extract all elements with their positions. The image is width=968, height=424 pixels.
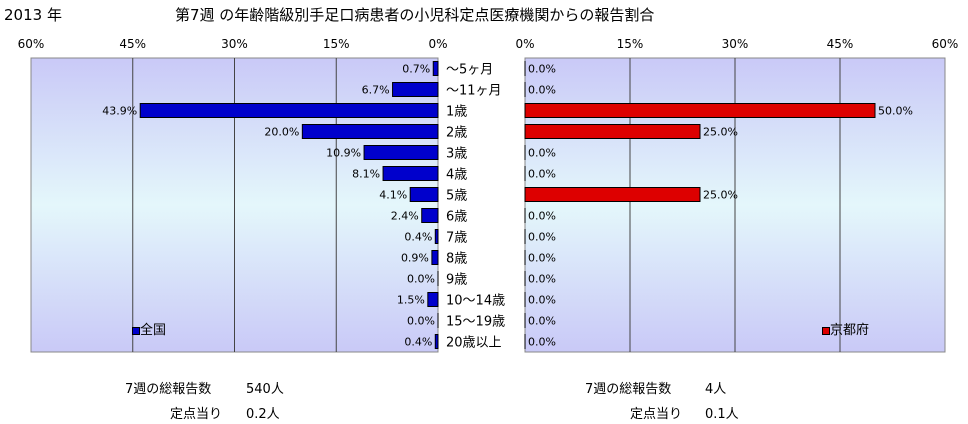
bar-label-kyoto: 0.0% — [528, 147, 556, 160]
category-label: 10～14歳 — [446, 294, 505, 309]
left-per-label: 定点当り — [170, 407, 223, 422]
bar-national — [432, 61, 439, 76]
bar-label-kyoto: 0.0% — [528, 231, 556, 244]
bar-label-kyoto: 0.0% — [528, 294, 556, 307]
bar-label-national: 43.9% — [102, 105, 137, 118]
bar-label-kyoto: 0.0% — [528, 252, 556, 265]
bar-label-national: 4.1% — [379, 189, 407, 202]
category-label: 15～19歳 — [446, 315, 505, 330]
right-total-label: 7週の総報告数 — [585, 382, 672, 397]
bar-label-kyoto: 0.0% — [528, 315, 556, 328]
left-total-value: 540人 — [246, 382, 284, 397]
right-panel: 0.0% 0.0% 50.0% 25.0% 0.0% 0.0% 25.0% 0.0% 0.0% 0… — [524, 57, 946, 353]
category-label: 7歳 — [446, 231, 467, 246]
left-tick-label: 60% — [18, 37, 45, 51]
bar-national — [363, 145, 439, 160]
category-label: 1歳 — [446, 105, 467, 120]
bar-label-kyoto: 0.0% — [528, 84, 556, 97]
legend-kyoto: 京都府 — [822, 319, 869, 338]
left-tick-label: 15% — [323, 37, 350, 51]
bar-label-national: 10.9% — [326, 147, 361, 160]
category-label: ～5ヶ月 — [446, 63, 493, 78]
bar-label-national: 0.0% — [407, 315, 435, 328]
bar-label-national: 8.1% — [352, 168, 380, 181]
category-label: 20歳以上 — [446, 336, 502, 351]
legend-national-label: 全国 — [140, 323, 167, 338]
bar-kyoto — [524, 187, 701, 202]
right-tick-label: 60% — [932, 37, 959, 51]
category-label: 9歳 — [446, 273, 467, 288]
bar-kyoto — [524, 124, 701, 139]
bar-label-kyoto: 0.0% — [528, 273, 556, 286]
legend-kyoto-swatch — [822, 326, 830, 335]
bar-label-kyoto: 25.0% — [703, 189, 738, 202]
category-label: 6歳 — [446, 210, 467, 225]
bar-label-kyoto: 0.0% — [528, 210, 556, 223]
right-tick-label: 0% — [515, 37, 534, 51]
right-tick-label: 15% — [617, 37, 644, 51]
bar-label-kyoto: 0.0% — [528, 63, 556, 76]
category-label: 4歳 — [446, 168, 467, 183]
bar-kyoto — [524, 103, 876, 118]
chart-title: 第7週 の年齢階級別手足口病患者の小児科定点医療機関からの報告割合 — [175, 6, 655, 24]
year-label: 2013 年 — [4, 6, 62, 24]
bar-label-national: 0.4% — [404, 336, 432, 349]
tick-labels: 60% 45% 30% 15% 0% 0% 15% 30% 45% 60% — [18, 37, 959, 51]
left-tick-label: 45% — [119, 37, 146, 51]
category-label: 2歳 — [446, 126, 467, 141]
bar-national — [421, 208, 439, 223]
right-per-label: 定点当り — [630, 407, 683, 422]
bar-national — [431, 250, 439, 265]
bar-label-national: 0.9% — [401, 252, 429, 265]
bar-national — [409, 187, 439, 202]
category-label: 5歳 — [446, 189, 467, 204]
right-tick-label: 30% — [722, 37, 749, 51]
left-panel: 0.7% 6.7% 43.9% 20.0% 10.9% 8.1% 4.1% 2.4% 0.4% 0… — [30, 57, 439, 353]
bar-label-national: 1.5% — [397, 294, 425, 307]
bar-label-national: 20.0% — [264, 126, 299, 139]
left-tick-label: 30% — [221, 37, 248, 51]
bar-national — [434, 229, 439, 244]
bar-national — [434, 334, 439, 349]
bar-label-national: 6.7% — [362, 84, 390, 97]
bar-label-national: 0.4% — [404, 231, 432, 244]
category-label: ～11ヶ月 — [446, 84, 502, 99]
bar-label-kyoto: 50.0% — [878, 105, 913, 118]
left-per-value: 0.2人 — [246, 407, 280, 422]
bar-national — [427, 292, 439, 307]
bar-national — [392, 82, 439, 97]
category-label: 3歳 — [446, 147, 467, 162]
bar-national — [139, 103, 439, 118]
right-per-value: 0.1人 — [705, 407, 739, 422]
bar-label-national: 0.0% — [407, 273, 435, 286]
bar-label-kyoto: 0.0% — [528, 168, 556, 181]
legend-national: 全国 — [132, 319, 166, 338]
bar-label-national: 2.4% — [391, 210, 419, 223]
bar-national — [301, 124, 439, 139]
category-labels: ～5ヶ月 ～11ヶ月 1歳 2歳 3歳 4歳 5歳 6歳 7歳 8歳 9歳 10～14歳 15～19歳 2… — [446, 63, 505, 351]
bar-national — [382, 166, 439, 181]
legend-kyoto-label: 京都府 — [830, 323, 870, 338]
category-label: 8歳 — [446, 252, 467, 267]
left-total-label: 7週の総報告数 — [125, 382, 212, 397]
right-total-value: 4人 — [705, 382, 727, 397]
right-tick-label: 45% — [827, 37, 854, 51]
bar-label-national: 0.7% — [402, 63, 430, 76]
legend-national-swatch — [132, 326, 140, 335]
bar-label-kyoto: 0.0% — [528, 336, 556, 349]
bar-label-kyoto: 25.0% — [703, 126, 738, 139]
left-tick-label: 0% — [428, 37, 447, 51]
